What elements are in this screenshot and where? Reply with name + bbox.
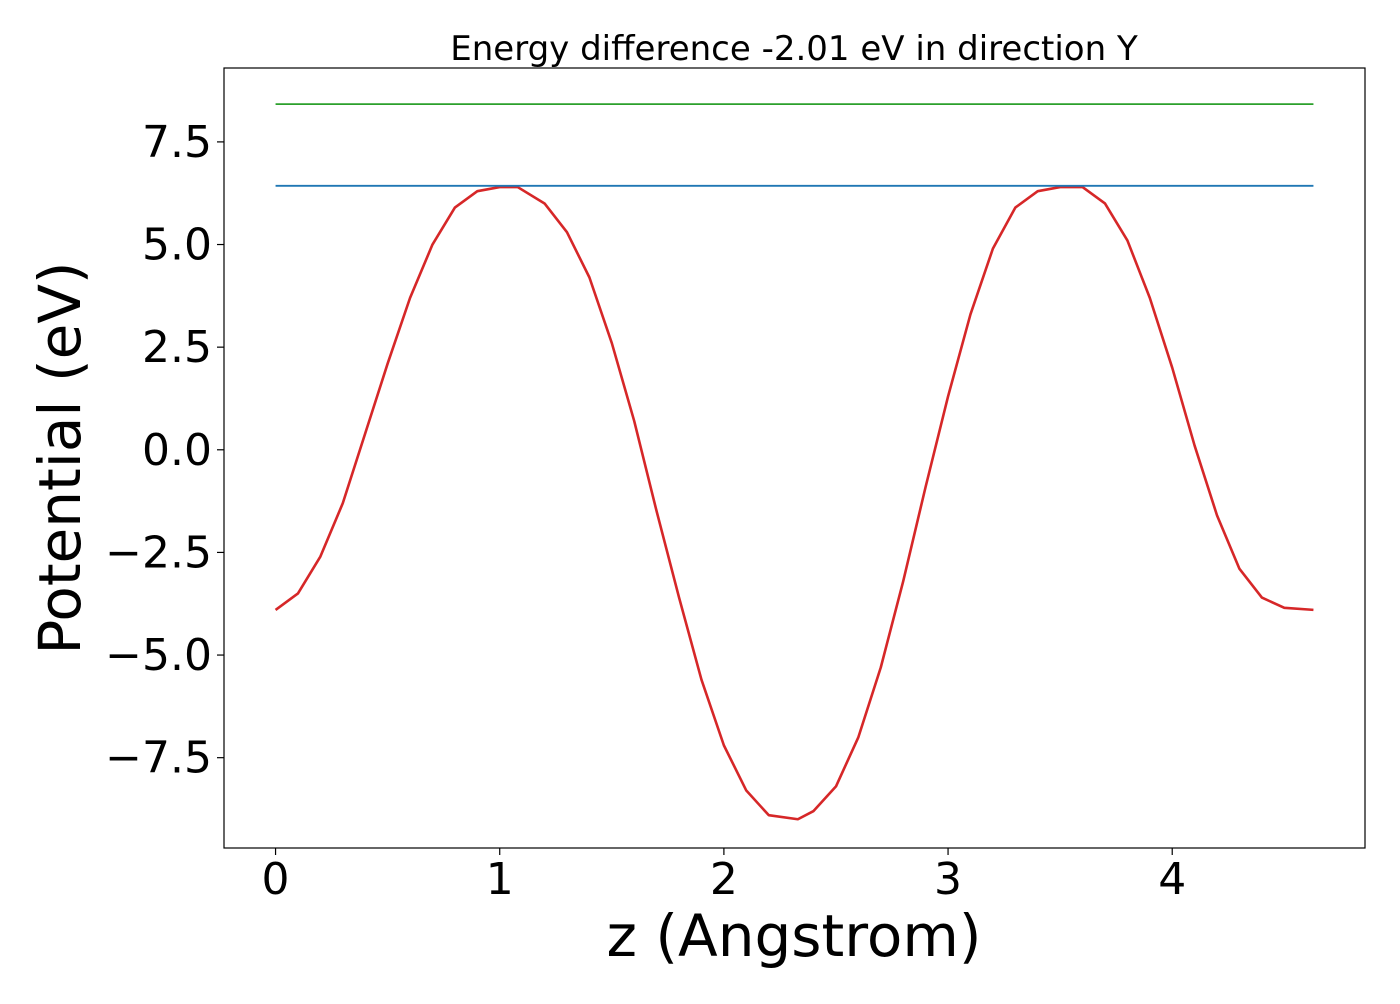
x-axis-ticks: 0 1 2 3 4 bbox=[262, 848, 1186, 905]
y-tick-label: −2.5 bbox=[105, 527, 212, 578]
chart-title: Energy difference -2.01 eV in direction … bbox=[450, 29, 1138, 69]
series-line-0 bbox=[274, 185, 1314, 821]
x-tick-label: 3 bbox=[934, 854, 962, 905]
plot-area-background bbox=[224, 68, 1365, 848]
x-tick-label: 0 bbox=[262, 854, 290, 905]
y-axis-ticks: 7.5 5.0 2.5 0.0 −2.5 −5.0 −7.5 bbox=[105, 117, 224, 784]
plot-frame bbox=[223, 67, 1366, 849]
y-axis-label: Potential (eV) bbox=[26, 261, 94, 654]
x-axis-label: z (Angstrom) bbox=[607, 902, 982, 970]
y-tick-label: 7.5 bbox=[142, 117, 212, 168]
x-tick-label: 4 bbox=[1158, 854, 1186, 905]
x-tick-label: 1 bbox=[486, 854, 514, 905]
y-tick-label: 5.0 bbox=[142, 220, 212, 271]
y-tick-label: 2.5 bbox=[142, 322, 212, 373]
series-layer bbox=[274, 103, 1314, 821]
y-tick-label: 0.0 bbox=[142, 425, 212, 476]
y-tick-label: −7.5 bbox=[105, 733, 212, 784]
y-tick-label: −5.0 bbox=[105, 630, 212, 681]
x-tick-label: 2 bbox=[710, 854, 738, 905]
